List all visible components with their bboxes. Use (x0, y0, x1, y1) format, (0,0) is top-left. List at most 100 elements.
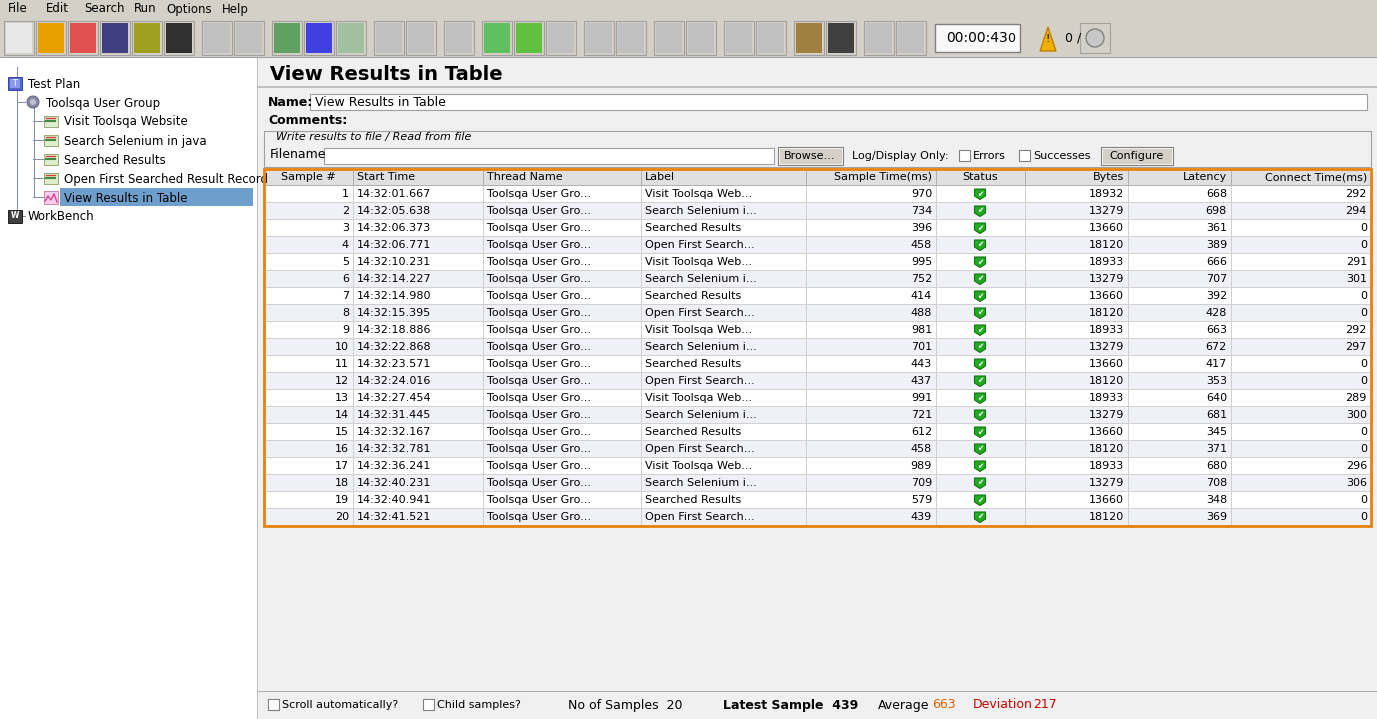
Bar (44, 135, 58, 146)
Text: 289: 289 (1345, 393, 1367, 403)
Bar (36, 21, 66, 55)
Text: 417: 417 (1206, 359, 1227, 369)
Bar (264, 185, 1371, 186)
Bar (516, 23, 543, 53)
Bar (443, 21, 474, 55)
Bar (264, 270, 1371, 271)
Text: Connect Time(ms): Connect Time(ms) (1264, 172, 1367, 182)
Text: Open First Search...: Open First Search... (644, 444, 755, 454)
Text: 14:32:40.941: 14:32:40.941 (357, 495, 431, 505)
Text: 12: 12 (335, 376, 348, 386)
Text: 981: 981 (910, 325, 932, 335)
Polygon shape (975, 206, 986, 216)
Bar (264, 169, 1371, 186)
Text: 7: 7 (341, 291, 348, 301)
Text: 13279: 13279 (1089, 206, 1124, 216)
Text: Visit Toolsqa Website: Visit Toolsqa Website (63, 116, 187, 129)
Text: 00:00:43: 00:00:43 (946, 31, 1008, 45)
Bar (1080, 23, 1110, 53)
Text: 681: 681 (1206, 410, 1227, 420)
Text: 16: 16 (335, 444, 348, 454)
Text: 18120: 18120 (1089, 240, 1124, 250)
Polygon shape (975, 291, 986, 301)
Text: Filename: Filename (270, 149, 326, 162)
Bar (44, 191, 58, 204)
Bar (264, 492, 1371, 509)
Text: Run: Run (134, 2, 157, 16)
Text: Configure: Configure (1110, 151, 1164, 161)
Text: 437: 437 (910, 376, 932, 386)
Text: 488: 488 (910, 308, 932, 318)
Text: Open First Searched Result Record: Open First Searched Result Record (63, 173, 269, 186)
Text: 396: 396 (910, 223, 932, 233)
Text: Searched Results: Searched Results (644, 427, 741, 437)
Text: Toolsqa User Gro...: Toolsqa User Gro... (487, 461, 591, 471)
Text: 292: 292 (1345, 189, 1367, 199)
Bar (61, 188, 253, 206)
Text: 668: 668 (1206, 189, 1227, 199)
Circle shape (30, 99, 36, 105)
Text: 18933: 18933 (1089, 325, 1124, 335)
Text: Average: Average (879, 698, 929, 712)
Text: ✔: ✔ (976, 240, 983, 249)
Text: 13660: 13660 (1089, 223, 1124, 233)
Text: 701: 701 (910, 342, 932, 352)
Text: Toolsqa User Gro...: Toolsqa User Gro... (487, 206, 591, 216)
Bar (264, 491, 1371, 492)
Bar (826, 21, 856, 55)
Text: 14:32:06.373: 14:32:06.373 (357, 223, 431, 233)
Bar (18, 216, 26, 217)
Text: Toolsqa User Gro...: Toolsqa User Gro... (487, 325, 591, 335)
Text: Toolsqa User Gro...: Toolsqa User Gro... (487, 376, 591, 386)
Text: 708: 708 (1206, 478, 1227, 488)
Text: 18933: 18933 (1089, 393, 1124, 403)
Bar (257, 86, 1377, 88)
Bar (264, 254, 1371, 271)
Bar (337, 23, 364, 53)
Text: Errors: Errors (974, 151, 1005, 161)
Text: 0: 0 (1360, 495, 1367, 505)
Bar (482, 21, 512, 55)
Bar (257, 691, 1377, 692)
Bar (67, 21, 98, 55)
Text: ✔: ✔ (976, 224, 983, 232)
Polygon shape (975, 410, 986, 421)
Text: Visit Toolsqa Web...: Visit Toolsqa Web... (644, 325, 752, 335)
Text: 995: 995 (910, 257, 932, 267)
Text: Visit Toolsqa Web...: Visit Toolsqa Web... (644, 257, 752, 267)
Text: Test Plan: Test Plan (28, 78, 80, 91)
Text: 439: 439 (910, 512, 932, 522)
Bar (514, 21, 544, 55)
Bar (724, 21, 755, 55)
Text: 6: 6 (341, 274, 348, 284)
Text: Search: Search (84, 2, 124, 16)
Text: ✔: ✔ (976, 377, 983, 385)
Bar (779, 148, 841, 164)
Text: 14:32:10.231: 14:32:10.231 (357, 257, 431, 267)
Text: Search Selenium i...: Search Selenium i... (644, 206, 757, 216)
Text: WorkBench: WorkBench (28, 211, 95, 224)
Text: Searched Results: Searched Results (644, 359, 741, 369)
Bar (375, 21, 403, 55)
Polygon shape (975, 274, 986, 285)
Text: Start Time: Start Time (357, 172, 414, 182)
Bar (898, 23, 924, 53)
Bar (264, 424, 1371, 441)
Text: 0: 0 (1360, 291, 1367, 301)
Text: 14:32:01.667: 14:32:01.667 (357, 189, 431, 199)
Text: 296: 296 (1345, 461, 1367, 471)
Text: Edit: Edit (45, 2, 69, 16)
Text: 353: 353 (1206, 376, 1227, 386)
Polygon shape (975, 359, 986, 370)
Bar (8, 77, 22, 90)
Bar (896, 21, 925, 55)
Bar (1102, 148, 1172, 164)
Text: 14:32:14.980: 14:32:14.980 (357, 291, 431, 301)
Bar (202, 21, 231, 55)
Bar (958, 150, 969, 161)
Bar (406, 21, 437, 55)
Text: 392: 392 (1206, 291, 1227, 301)
Text: 672: 672 (1206, 342, 1227, 352)
Text: 0: 0 (1360, 444, 1367, 454)
Text: Toolsqa User Gro...: Toolsqa User Gro... (487, 240, 591, 250)
